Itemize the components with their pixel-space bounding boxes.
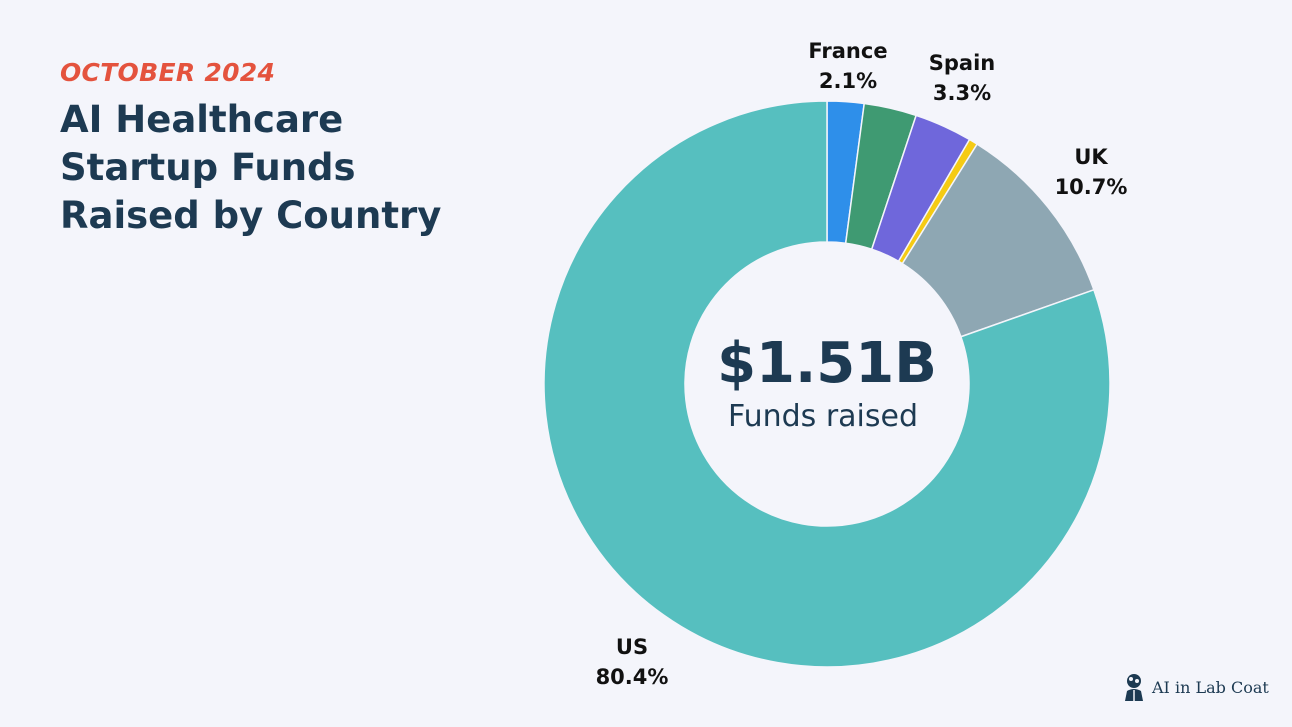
chart-title-line-3: Raised by Country xyxy=(60,194,442,237)
slice-value-uk: 10.7% xyxy=(1055,175,1128,199)
brand-logo: AI in Lab Coat xyxy=(1122,672,1269,702)
slice-us xyxy=(543,100,1111,668)
slice-value-us: 80.4% xyxy=(596,665,669,689)
chart-title: AI Healthcare Startup Funds Raised by Co… xyxy=(60,96,490,240)
slice-labels: France 2.1% Spain 3.3% UK 10.7% US 80.4% xyxy=(596,39,1128,689)
slice-label-spain: Spain xyxy=(929,51,995,75)
slice-label-us: US xyxy=(616,635,648,659)
chart-subtitle: OCTOBER 2024 xyxy=(60,58,276,87)
brand-name: AI in Lab Coat xyxy=(1152,677,1269,697)
scientist-brain-icon xyxy=(1122,672,1146,702)
chart-title-line-1: AI Healthcare xyxy=(60,98,344,141)
slice-value-france: 2.1% xyxy=(819,69,877,93)
slice-label-france: France xyxy=(808,39,887,63)
slice-value-spain: 3.3% xyxy=(933,81,991,105)
center-total-label: Funds raised xyxy=(728,399,918,434)
center-total-value: $1.51B xyxy=(717,331,937,396)
chart-title-line-2: Startup Funds xyxy=(60,146,356,189)
donut-slices xyxy=(543,100,1111,668)
slice-label-uk: UK xyxy=(1074,145,1108,169)
